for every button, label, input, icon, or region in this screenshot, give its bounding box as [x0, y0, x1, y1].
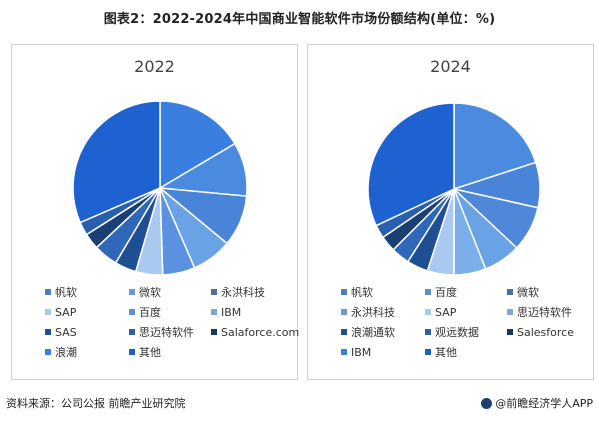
legend-swatch — [341, 309, 347, 315]
legend-label: 百度 — [435, 286, 457, 299]
legend-item: 微软 — [129, 285, 161, 299]
legend-swatch — [425, 329, 431, 335]
legend-swatch — [507, 289, 513, 295]
legend-item: Salesforce — [507, 325, 574, 339]
legend-item: 帆软 — [341, 285, 373, 299]
legend-label: Salaforce.com — [221, 325, 300, 339]
legend-label: IBM — [351, 345, 372, 359]
legend-item: 思迈特软件 — [129, 325, 194, 339]
legend-swatch — [45, 289, 51, 295]
legend-swatch — [341, 329, 347, 335]
legend-swatch — [211, 289, 217, 295]
legend-item: 帆软 — [45, 285, 77, 299]
pie-title-2022: 2022 — [134, 57, 175, 76]
legend-swatch — [507, 309, 513, 315]
legend-item: 浪潮 — [45, 345, 77, 359]
legend-item: IBM — [341, 345, 371, 359]
legend-label: 其他 — [435, 346, 457, 359]
legend-swatch — [45, 349, 51, 355]
pie-slice — [159, 100, 236, 190]
legend-swatch — [425, 309, 431, 315]
legend-label: SAP — [55, 305, 77, 319]
pie-slice — [367, 102, 455, 227]
legend-label: 微软 — [139, 286, 161, 299]
legend-swatch — [341, 349, 347, 355]
legend-label: 浪潮通软 — [351, 326, 395, 339]
legend-swatch — [129, 329, 135, 335]
pie-chart-2022 — [72, 100, 248, 276]
legend-item: 思迈特软件 — [507, 305, 572, 319]
legend-item: IBM — [211, 305, 241, 319]
legend-label: IBM — [221, 305, 242, 319]
legend-item: 永洪科技 — [211, 285, 265, 299]
legend-item: 微软 — [507, 285, 539, 299]
legend-label: 微软 — [517, 286, 539, 299]
legend-label: 其他 — [139, 346, 161, 359]
legend-swatch — [211, 309, 217, 315]
legend-label: Salesforce — [517, 325, 574, 339]
panel-2022: 2022 帆软 微软 永洪科技 SAP 百度 IBM SAS 思迈特软件 Salaforce.c… — [11, 44, 299, 380]
legend-label: 永洪科技 — [221, 286, 265, 299]
legend-item: 百度 — [425, 285, 457, 299]
legend-label: 百度 — [139, 306, 161, 319]
legend-item: 百度 — [129, 305, 161, 319]
brand-note: @前瞻经济学人APP — [481, 395, 593, 411]
legend-label: 帆软 — [55, 286, 77, 299]
legend-item: SAS — [45, 325, 77, 339]
legend-swatch — [129, 349, 135, 355]
legend-swatch — [507, 329, 513, 335]
legend-label: 观远数据 — [435, 326, 479, 339]
legend-swatch — [129, 289, 135, 295]
source-note: 资料来源：公司公报 前瞻产业研究院 — [6, 397, 186, 410]
legend-label: 思迈特软件 — [139, 326, 194, 339]
brand-logo-icon — [481, 397, 493, 409]
pie-chart-2024 — [367, 102, 541, 276]
legend-label: 思迈特软件 — [517, 306, 572, 319]
legend-item: 其他 — [425, 345, 457, 359]
legend-swatch — [425, 349, 431, 355]
legend-item: 永洪科技 — [341, 305, 395, 319]
legend-item: 浪潮通软 — [341, 325, 395, 339]
legend-swatch — [45, 309, 51, 315]
legend-swatch — [129, 309, 135, 315]
legend-item: Salaforce.com — [211, 325, 299, 339]
legend-label: SAS — [55, 325, 77, 339]
legend-swatch — [45, 329, 51, 335]
pie-slice — [453, 102, 537, 191]
legend-swatch — [211, 329, 217, 335]
legend-item: SAP — [425, 305, 456, 319]
panel-2024: 2024 帆软 百度 微软永洪科技 SAP 思迈特软件浪潮通软 观远数据 Salesforc… — [307, 44, 594, 380]
chart-title: 图表2：2022-2024年中国商业智能软件市场份额结构(单位：%) — [103, 12, 496, 27]
legend-item: 观远数据 — [425, 325, 479, 339]
pie-title-2024: 2024 — [430, 57, 471, 76]
brand-text: @前瞻经济学人APP — [495, 397, 593, 410]
pie-slice — [72, 100, 161, 224]
legend-item: 其他 — [129, 345, 161, 359]
legend-swatch — [425, 289, 431, 295]
legend-label: 永洪科技 — [351, 306, 395, 319]
legend-swatch — [341, 289, 347, 295]
legend-item: SAP — [45, 305, 76, 319]
legend-label: 帆软 — [351, 286, 373, 299]
legend-label: SAP — [435, 305, 457, 319]
legend-label: 浪潮 — [55, 346, 77, 359]
